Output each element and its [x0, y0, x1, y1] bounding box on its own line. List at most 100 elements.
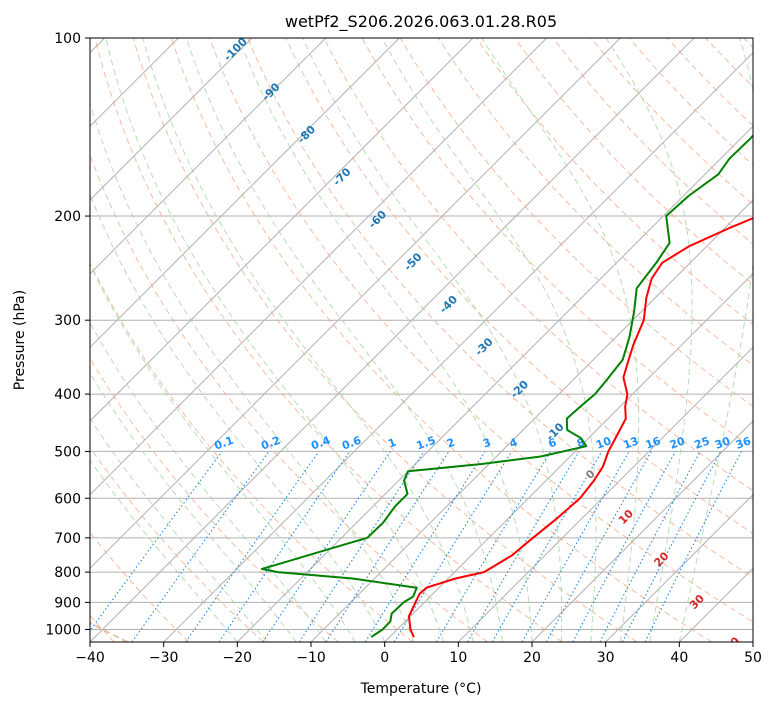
mixing-ratio-line — [218, 451, 351, 642]
moist-adiabat-line — [302, 38, 563, 642]
mixing-ratio-line — [644, 451, 742, 642]
y-tick-label: 1000 — [45, 622, 81, 638]
mixing-ratio-label: 4 — [508, 436, 520, 451]
x-axis-label: Temperature (°C) — [360, 681, 482, 697]
moist-adiabat-line — [90, 321, 327, 642]
dry-adiabat-label: 40 — [723, 634, 743, 654]
isotherm-line — [236, 125, 753, 642]
dry-adiabat-line — [94, 38, 563, 642]
dry-adiabat-line — [476, 38, 753, 326]
isotherm-line — [90, 38, 621, 570]
y-tick-label: 600 — [54, 491, 81, 507]
moist-adiabat-line — [105, 38, 445, 642]
isotherm-line — [90, 38, 327, 275]
isotherm-grid — [90, 38, 753, 642]
isotherm-line — [384, 272, 753, 642]
x-tick-label: −20 — [223, 650, 253, 666]
isobar-grid — [90, 38, 753, 630]
moist-adiabat-line — [481, 38, 640, 642]
mixing-ratio-label: 13 — [622, 434, 641, 451]
moist-adiabat-line — [142, 38, 474, 642]
moist-adiabats — [90, 38, 753, 642]
dry-adiabat-line — [90, 357, 339, 642]
isotherm-line — [90, 38, 474, 422]
y-tick-label: 500 — [54, 444, 81, 460]
dry-adiabat-line — [323, 38, 753, 492]
mixing-ratio-line — [621, 451, 722, 642]
y-tick-label: 900 — [54, 595, 81, 611]
mixing-ratio-labels: 0.1 0.2 0.4 0.6 1 1.5 2 3 4 6 8 10 13 16 20 25 30 36 — [213, 434, 753, 453]
y-tick-label: 700 — [54, 531, 81, 547]
mixing-ratio-line — [325, 451, 450, 642]
mixing-ratio-line — [90, 451, 223, 632]
x-tick-label: 20 — [523, 650, 541, 666]
moist-adiabat-line — [605, 38, 693, 642]
dry-adiabat-line — [90, 446, 264, 642]
isotherm-line — [457, 346, 753, 642]
mixing-ratio-label: 20 — [668, 434, 687, 452]
dewpoint-profile-line — [260, 134, 753, 638]
mixing-ratio-line — [185, 451, 320, 642]
isotherm-line — [90, 38, 400, 349]
x-tick-label: −10 — [296, 650, 326, 666]
mixing-ratio-label: 1 — [386, 436, 398, 451]
isotherm-line — [163, 51, 753, 642]
isotherm-line — [531, 420, 753, 642]
mixing-ratio-label: 10 — [594, 434, 613, 452]
mixing-ratio-lines — [90, 451, 742, 642]
x-axis-ticks: −40 −30 −20 −10 0 10 20 30 40 50 — [75, 642, 762, 666]
moist-adiabat-line — [186, 38, 503, 642]
y-tick-label: 400 — [54, 387, 81, 403]
mixing-ratio-label: 1.5 — [415, 434, 438, 453]
dry-adiabat-line — [247, 38, 753, 578]
dry-adiabat-line — [132, 38, 638, 642]
mixing-ratio-line — [521, 451, 630, 642]
dry-adiabats — [90, 38, 753, 642]
isotherm-line — [605, 493, 753, 642]
isotherm-line — [90, 38, 253, 201]
y-tick-label: 300 — [54, 313, 81, 329]
mixing-ratio-label: 8 — [575, 436, 587, 451]
mixing-ratio-label: 3 — [481, 436, 493, 451]
dry-adiabat-line — [285, 38, 753, 535]
isotherm-line — [90, 38, 695, 642]
mixing-ratio-label: 0.2 — [259, 434, 282, 453]
plot-frame — [89, 37, 754, 643]
mixing-ratio-label: 36 — [734, 434, 753, 452]
temperature-profile-line — [407, 217, 753, 638]
y-tick-label: 200 — [54, 209, 81, 225]
mixing-ratio-label: 0.6 — [340, 434, 363, 453]
mixing-ratio-line — [572, 451, 676, 642]
x-tick-label: −30 — [149, 650, 179, 666]
x-tick-label: 0 — [380, 650, 389, 666]
mixing-ratio-label: 0.1 — [213, 434, 236, 453]
x-tick-label: 30 — [597, 650, 615, 666]
mixing-ratio-line — [298, 451, 425, 642]
mixing-ratio-label: 25 — [693, 434, 712, 451]
x-tick-label: 40 — [670, 650, 688, 666]
moist-adiabat-line — [90, 263, 356, 642]
mixing-ratio-label: 6 — [547, 436, 559, 451]
x-tick-label: 10 — [449, 650, 467, 666]
dry-adiabat-line — [170, 38, 712, 642]
y-axis-label: Pressure (hPa) — [12, 290, 28, 390]
moist-adiabat-line — [381, 38, 597, 642]
mixing-ratio-line — [262, 451, 391, 642]
isotherm-line — [90, 38, 548, 496]
y-tick-label: 100 — [54, 31, 81, 47]
mixing-ratio-line — [131, 451, 270, 642]
mixing-ratio-line — [545, 451, 652, 642]
dry-adiabat-line — [209, 38, 753, 623]
moist-adiabat-line — [90, 372, 297, 642]
mixing-ratio-label: 0.4 — [309, 434, 332, 453]
x-tick-label: −40 — [75, 650, 105, 666]
chart-title: wetPf2_S206.2026.063.01.28.R05 — [285, 12, 557, 32]
mixing-ratio-label: 30 — [713, 434, 732, 452]
moist-adiabat-line — [678, 38, 753, 642]
dry-adiabat-line — [514, 38, 753, 285]
y-axis-ticks: 1000 900 800 700 600 500 400 300 200 100 — [45, 31, 90, 638]
profile-series — [260, 134, 753, 638]
moist-adiabat-line — [90, 417, 268, 642]
x-tick-label: 50 — [744, 650, 762, 666]
